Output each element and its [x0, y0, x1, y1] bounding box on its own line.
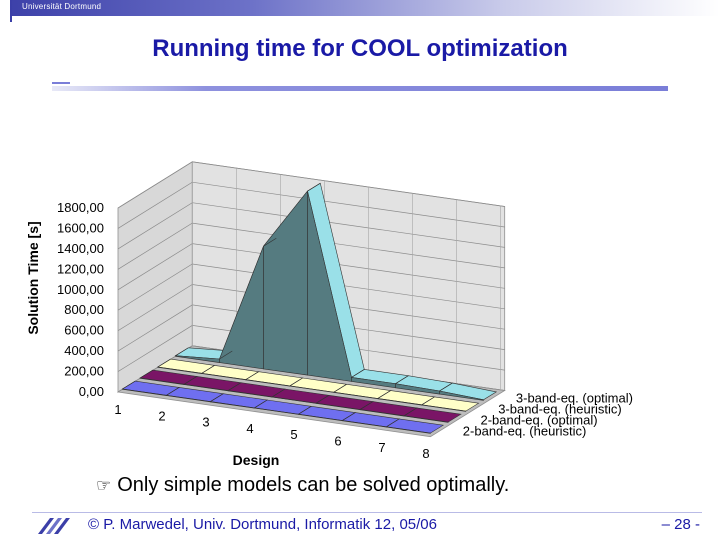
series-divider — [421, 396, 435, 406]
series-divider — [175, 347, 189, 356]
series-divider — [377, 390, 391, 399]
legend-label: 3-band-eq. (heuristic) — [498, 401, 622, 416]
series-ribbon — [174, 182, 498, 401]
series-divider — [219, 350, 233, 360]
series-front-facet — [386, 426, 431, 434]
series-divider — [254, 399, 268, 409]
series-divider — [333, 384, 347, 393]
title-rule-tick — [52, 82, 70, 84]
series-divider — [289, 377, 303, 387]
header-bar — [0, 0, 720, 16]
series-front-facet — [421, 404, 467, 412]
series-divider — [403, 407, 418, 417]
x-tick-label: 8 — [422, 446, 429, 461]
series-divider — [342, 412, 356, 421]
footer-rule — [32, 512, 702, 513]
series-ribbon — [121, 380, 445, 434]
y-tick-label: 1800,00 — [57, 200, 104, 215]
series-divider — [359, 401, 374, 410]
series-divider — [157, 358, 171, 368]
university-logo-icon — [38, 518, 70, 534]
x-tick-label: 3 — [202, 415, 209, 430]
x-tick-label: 1 — [114, 402, 121, 417]
series-divider — [351, 369, 365, 378]
corner-mark — [0, 0, 12, 22]
y-tick-label: 1200,00 — [57, 261, 104, 276]
series-divider — [201, 365, 215, 374]
series-front-facet — [403, 415, 449, 423]
y-tick-label: 1600,00 — [57, 220, 104, 235]
running-time-chart: 3-band-eq. (optimal)3-band-eq. (heuristi… — [25, 161, 633, 468]
x-tick-label: 4 — [246, 421, 253, 436]
x-axis-title: Design — [233, 452, 280, 468]
university-name: Universität Dortmund — [22, 2, 102, 11]
series-divider — [307, 182, 321, 192]
y-axis-title: Solution Time [s] — [25, 221, 41, 334]
y-tick-label: 1000,00 — [57, 282, 104, 297]
footer-credit: © P. Marwedel, Univ. Dortmund, Informati… — [88, 516, 437, 533]
series-divider — [210, 393, 224, 402]
series-divider — [245, 371, 259, 380]
legend-label: 2-band-eq. (optimal) — [480, 412, 597, 427]
legend-label: 2-band-eq. (heuristic) — [463, 423, 587, 438]
series-ribbon — [156, 358, 480, 412]
legend-label: 3-band-eq. (optimal) — [516, 390, 633, 405]
series-front-facet — [439, 390, 484, 401]
series-divider — [298, 406, 312, 415]
series-divider — [271, 388, 286, 398]
series-divider — [315, 395, 330, 404]
slide-note: ☞ Only simple models can be solved optima… — [96, 474, 509, 497]
page-number: – 28 - — [661, 516, 700, 533]
series-divider — [386, 418, 400, 428]
series-divider — [395, 375, 409, 384]
series-divider — [139, 369, 154, 379]
y-tick-label: 600,00 — [64, 323, 104, 338]
series-ribbon — [139, 369, 462, 423]
series-divider — [439, 382, 453, 392]
title-rule — [52, 86, 668, 91]
note-text: Only simple models can be solved optimal… — [117, 474, 510, 496]
series-divider — [122, 380, 136, 390]
y-tick-label: 200,00 — [64, 364, 104, 379]
y-tick-label: 800,00 — [64, 302, 104, 317]
y-tick-label: 1400,00 — [57, 241, 104, 256]
pointing-hand-icon: ☞ — [96, 476, 112, 495]
series-divider — [227, 382, 242, 391]
series-divider — [183, 376, 198, 385]
slide-title: Running time for COOL optimization — [152, 35, 568, 62]
x-tick-label: 7 — [378, 440, 385, 455]
x-tick-label: 5 — [290, 427, 297, 442]
y-tick-label: 0,00 — [79, 384, 104, 399]
x-tick-label: 2 — [158, 408, 165, 423]
x-tick-label: 6 — [334, 434, 341, 449]
series-divider — [166, 387, 180, 396]
series-divider — [263, 238, 277, 247]
y-tick-label: 400,00 — [64, 343, 104, 358]
